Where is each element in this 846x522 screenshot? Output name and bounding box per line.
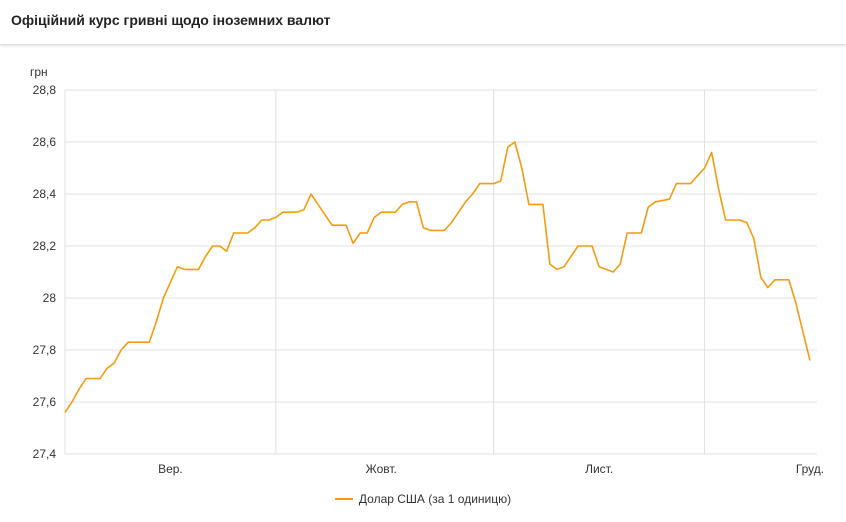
series-line-usd: [64, 141, 811, 413]
y-tick-label: 28,4: [33, 187, 57, 201]
legend-swatch: [334, 497, 353, 500]
y-tick-label: 28,8: [33, 83, 57, 97]
x-tick-label: Лист.: [585, 462, 613, 476]
x-tick-label: Жовт.: [366, 462, 397, 476]
y-tick-label: 28,2: [33, 239, 57, 253]
y-axis-label: грн: [30, 65, 48, 79]
page-title: Офіційний курс гривні щодо іноземних вал…: [11, 12, 331, 28]
legend[interactable]: Долар США (за 1 одиницю): [0, 492, 846, 506]
y-tick-label: 27,8: [33, 343, 57, 357]
legend-label: Долар США (за 1 одиницю): [358, 492, 512, 506]
header: Офіційний курс гривні щодо іноземних вал…: [0, 0, 846, 45]
y-tick-label: 28,6: [33, 135, 57, 149]
y-tick-label: 27,6: [33, 395, 57, 409]
y-tick-label: 27,4: [33, 447, 57, 461]
x-tick-label: Вер.: [158, 462, 183, 476]
x-tick-label: Груд.: [796, 462, 824, 476]
y-tick-label: 28: [43, 291, 57, 305]
